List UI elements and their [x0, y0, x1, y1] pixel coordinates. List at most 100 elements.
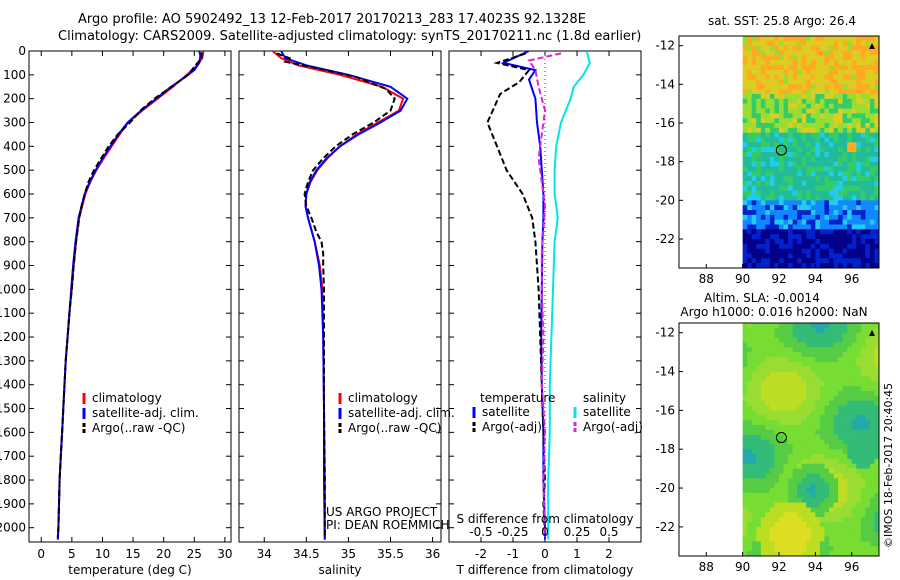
- map-y-tick-label: -18: [655, 155, 675, 169]
- heatmap-cell: [792, 531, 798, 537]
- heatmap-cell: [847, 454, 853, 460]
- heatmap-cell: [869, 161, 875, 167]
- heatmap-cell: [819, 323, 825, 329]
- heatmap-cell: [833, 410, 839, 416]
- heatmap-cell: [842, 113, 848, 119]
- heatmap-cell: [838, 502, 843, 508]
- heatmap-cell: [774, 429, 780, 435]
- heatmap-cell: [810, 40, 816, 46]
- heatmap-cell: [779, 323, 784, 329]
- heatmap-cell: [842, 147, 848, 153]
- heatmap-cell: [856, 502, 862, 508]
- heatmap-cell: [856, 463, 862, 469]
- heatmap-cell: [842, 492, 848, 499]
- heatmap-cell: [806, 103, 812, 109]
- heatmap-cell: [751, 352, 757, 358]
- heatmap-cell: [829, 185, 834, 191]
- heatmap-cell: [856, 541, 862, 547]
- heatmap-cell: [769, 352, 775, 358]
- heatmap-cell: [797, 429, 803, 435]
- heatmap-cell: [756, 463, 762, 469]
- heatmap-cell: [751, 258, 757, 264]
- heatmap-cell: [860, 219, 866, 225]
- heatmap-cell: [797, 488, 803, 494]
- heatmap-cell: [869, 142, 875, 148]
- heatmap-cell: [829, 65, 834, 71]
- heatmap-cell: [806, 526, 812, 533]
- heatmap-cell: [765, 239, 771, 245]
- heatmap-cell: [747, 488, 753, 494]
- heatmap-cell: [842, 224, 848, 230]
- heatmap-cell: [774, 420, 780, 426]
- heatmap-cell: [829, 424, 834, 431]
- heatmap-cell: [842, 171, 848, 177]
- heatmap-cell: [783, 190, 789, 196]
- heatmap-cell: [819, 98, 825, 104]
- heatmap-cell: [869, 60, 875, 66]
- heatmap-cell: [851, 200, 857, 206]
- heatmap-cell: [824, 395, 830, 401]
- heatmap-cell: [838, 458, 843, 465]
- heatmap-cell: [847, 210, 853, 216]
- heatmap-cell: [833, 492, 839, 499]
- heatmap-cell: [829, 497, 834, 503]
- heatmap-cell: [779, 181, 784, 187]
- heatmap-cell: [874, 444, 880, 450]
- heatmap-cell: [815, 108, 821, 114]
- heatmap-cell: [788, 137, 793, 143]
- heatmap-cell: [838, 395, 843, 401]
- heatmap-cell: [860, 488, 866, 494]
- heatmap-cell: [769, 458, 775, 465]
- heatmap-cell: [765, 50, 771, 56]
- heatmap-cell: [742, 371, 748, 377]
- heatmap-cell: [756, 74, 762, 80]
- heatmap-cell: [783, 332, 789, 338]
- heatmap-cell: [797, 103, 803, 109]
- heatmap-cell: [760, 50, 766, 56]
- heatmap-cell: [860, 390, 866, 397]
- heatmap-cell: [751, 449, 757, 455]
- heatmap-cell: [779, 263, 784, 269]
- heatmap-cell: [783, 444, 789, 450]
- heatmap-cell: [851, 113, 857, 119]
- heatmap-cell: [742, 502, 748, 508]
- heatmap-cell: [833, 55, 839, 61]
- heatmap-cell: [801, 171, 807, 177]
- heatmap-cell: [760, 263, 766, 269]
- heatmap-cell: [874, 176, 880, 182]
- heatmap-cell: [860, 332, 866, 338]
- heatmap-cell: [747, 36, 753, 42]
- heatmap-cell: [860, 123, 866, 129]
- map-x-tick-label: 90: [735, 272, 750, 286]
- heatmap-cell: [815, 55, 821, 61]
- heatmap-cell: [751, 347, 757, 353]
- argo-position-marker: [775, 144, 787, 156]
- heatmap-cell: [806, 463, 812, 469]
- heatmap-cell: [747, 50, 753, 56]
- heatmap-cell: [747, 386, 753, 392]
- heatmap-cell: [797, 147, 803, 153]
- heatmap-cell: [760, 512, 766, 518]
- heatmap-cell: [751, 386, 757, 392]
- heatmap-cell: [792, 468, 798, 474]
- heatmap-cell: [829, 224, 834, 230]
- heatmap-cell: [819, 132, 825, 138]
- heatmap-cell: [806, 512, 812, 518]
- heatmap-cell: [756, 424, 762, 431]
- heatmap-cell: [792, 327, 798, 333]
- heatmap-cell: [865, 103, 871, 109]
- heatmap-cell: [769, 488, 775, 494]
- heatmap-cell: [810, 200, 816, 206]
- heatmap-cell: [869, 347, 875, 353]
- heatmap-cell: [756, 195, 762, 201]
- heatmap-cell: [751, 400, 757, 406]
- heatmap-cell: [779, 551, 784, 557]
- heatmap-cell: [788, 113, 793, 119]
- heatmap-cell: [815, 439, 821, 445]
- heatmap-cell: [833, 166, 839, 172]
- heatmap-cell: [779, 166, 784, 172]
- heatmap-cell: [788, 488, 793, 494]
- heatmap-cell: [860, 84, 866, 90]
- heatmap-cell: [765, 449, 771, 455]
- heatmap-cell: [783, 468, 789, 474]
